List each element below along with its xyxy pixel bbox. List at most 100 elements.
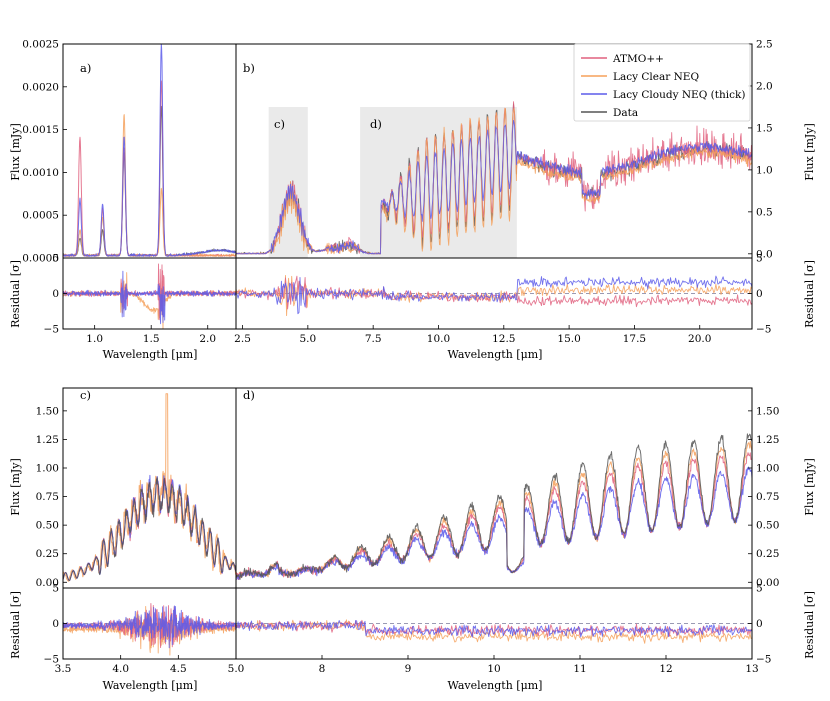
y-tick-label-rd: 5 — [756, 583, 763, 595]
legend-label-clear: Lacy Clear NEQ — [613, 71, 699, 83]
y-tick-label-b: 2.5 — [756, 39, 773, 51]
x-tick-label-c: 5.0 — [228, 663, 245, 675]
frame-d — [235, 387, 753, 589]
frame-a — [62, 43, 237, 259]
x-tick-label-d: 13 — [745, 663, 758, 675]
series-atmo-a — [63, 80, 236, 257]
y-tick-label-ra: −5 — [44, 324, 59, 336]
y-tick-label-rc: 5 — [52, 583, 59, 595]
legend-frame — [573, 43, 751, 122]
legend-label-data: Data — [613, 107, 638, 119]
x-tick-label-d: 11 — [573, 663, 586, 675]
y-tick-label-a: 0.0000 — [22, 253, 59, 265]
y-tick-label-c: 1.00 — [36, 463, 59, 475]
series-data-d — [236, 433, 752, 580]
y-tick-label-d: 1.25 — [756, 434, 779, 446]
panel-c-inset-label: c) — [274, 117, 285, 131]
x-tick-label-b: 12.5 — [492, 333, 515, 345]
y-tick-label-b: 1.5 — [756, 122, 773, 134]
x-tick-label-b: 15.0 — [557, 333, 580, 345]
x-tick-label-b: 7.5 — [365, 333, 382, 345]
x-label-d: Wavelength [μm] — [448, 679, 543, 692]
y-tick-label-c: 0.00 — [36, 577, 59, 589]
legend: ATMO++ Lacy Clear NEQ Lacy Cloudy NEQ (t… — [573, 43, 751, 122]
residual-clear-d — [236, 619, 752, 644]
x-tick-label-a: 1.5 — [143, 333, 160, 345]
panel-d-inset-label: d) — [370, 117, 382, 131]
residual-cloudy-d — [236, 619, 752, 638]
y-label-flux-top-right: Flux [mJy] — [803, 123, 816, 181]
y-tick-label-c: 0.25 — [36, 548, 59, 560]
y-tick-label-d: 1.00 — [756, 463, 779, 475]
residual-cloudy-a — [63, 270, 236, 325]
x-label-a: Wavelength [μm] — [103, 348, 198, 361]
x-tick-label-a: 2.0 — [199, 333, 216, 345]
y-tick-label-b: 0.0 — [756, 248, 773, 260]
x-label-c: Wavelength [μm] — [103, 679, 198, 692]
y-label-flux-bottom-right: Flux [mJy] — [803, 458, 816, 516]
x-tick-label-c: 4.0 — [112, 663, 129, 675]
y-tick-label-d: 0.75 — [756, 491, 779, 503]
y-tick-label-ra: 5 — [52, 253, 59, 265]
y-label-residual-bottom-right: Residual [σ] — [803, 591, 816, 659]
y-tick-label-rc: 0 — [52, 618, 59, 630]
y-tick-label-c: 1.25 — [36, 434, 59, 446]
y-tick-label-c: 0.50 — [36, 520, 59, 532]
y-tick-label-rd: −5 — [756, 654, 771, 666]
x-tick-label-c: 4.5 — [170, 663, 187, 675]
y-tick-label-rc: −5 — [44, 654, 59, 666]
residual-clear-a — [63, 272, 236, 329]
y-tick-label-ra: 0 — [52, 288, 59, 300]
residual-cloudy-b — [236, 275, 752, 315]
y-tick-label-a: 0.0020 — [22, 81, 59, 93]
y-label-residual-bottom-left: Residual [σ] — [9, 591, 22, 659]
y-tick-label-d: 0.00 — [756, 577, 779, 589]
series-data-a — [63, 105, 236, 257]
panel-a-label: a) — [80, 61, 91, 75]
legend-label-atmo: ATMO++ — [612, 53, 664, 65]
series-clear-b — [236, 108, 752, 255]
residual-cloudy-c — [63, 605, 236, 649]
x-tick-label-d: 12 — [659, 663, 672, 675]
y-tick-label-rb: 5 — [756, 253, 763, 265]
series-data-c — [63, 477, 236, 581]
x-label-b: Wavelength [μm] — [448, 348, 543, 361]
y-tick-label-d: 1.50 — [756, 405, 779, 417]
series-cloudy-d — [236, 466, 752, 580]
x-tick-label-d: 8 — [319, 663, 326, 675]
panel-c-label: c) — [80, 388, 91, 402]
x-tick-label-d: 10 — [487, 663, 500, 675]
legend-label-cloudy: Lacy Cloudy NEQ (thick) — [613, 89, 745, 101]
panel-d-label: d) — [243, 388, 255, 402]
x-tick-label-b: 20.0 — [688, 333, 711, 345]
y-label-flux-top-left: Flux [mJy] — [9, 123, 22, 181]
y-tick-label-a: 0.0025 — [22, 39, 59, 51]
x-tick-label-a: 1.0 — [86, 333, 103, 345]
y-tick-label-b: 0.5 — [756, 206, 773, 218]
y-tick-label-rb: 0 — [756, 288, 763, 300]
y-tick-label-b: 1.0 — [756, 164, 773, 176]
y-tick-label-c: 0.75 — [36, 491, 59, 503]
x-tick-label-d: 9 — [405, 663, 412, 675]
x-tick-label-c: 3.5 — [55, 663, 72, 675]
y-tick-label-d: 0.25 — [756, 548, 779, 560]
y-tick-label-a: 0.0005 — [22, 210, 59, 222]
x-tick-label-b: 5.0 — [299, 333, 316, 345]
y-tick-label-c: 1.50 — [36, 405, 59, 417]
axes-frames: 1.0 1.5 2.0 2.5 5.0 7.5 10.0 12.5 15.0 17.5 20.0 3.… — [22, 39, 779, 676]
plot-layer — [63, 44, 752, 656]
series-cloudy-a — [63, 44, 236, 257]
x-tick-label-b: 10.0 — [427, 333, 450, 345]
x-tick-label-b: 2.5 — [234, 333, 251, 345]
x-tick-label-b: 17.5 — [623, 333, 646, 345]
panel-b-label: b) — [243, 61, 255, 75]
y-label-residual-top-left: Residual [σ] — [9, 260, 22, 328]
y-label-flux-bottom-left: Flux [mJy] — [9, 458, 22, 516]
series-clear-a — [63, 114, 236, 257]
series-clear-c — [63, 393, 236, 582]
series-cloudy-b — [236, 119, 752, 255]
y-tick-label-rb: −5 — [756, 324, 771, 336]
y-tick-label-b: 2.0 — [756, 80, 773, 92]
y-tick-label-rd: 0 — [756, 618, 763, 630]
